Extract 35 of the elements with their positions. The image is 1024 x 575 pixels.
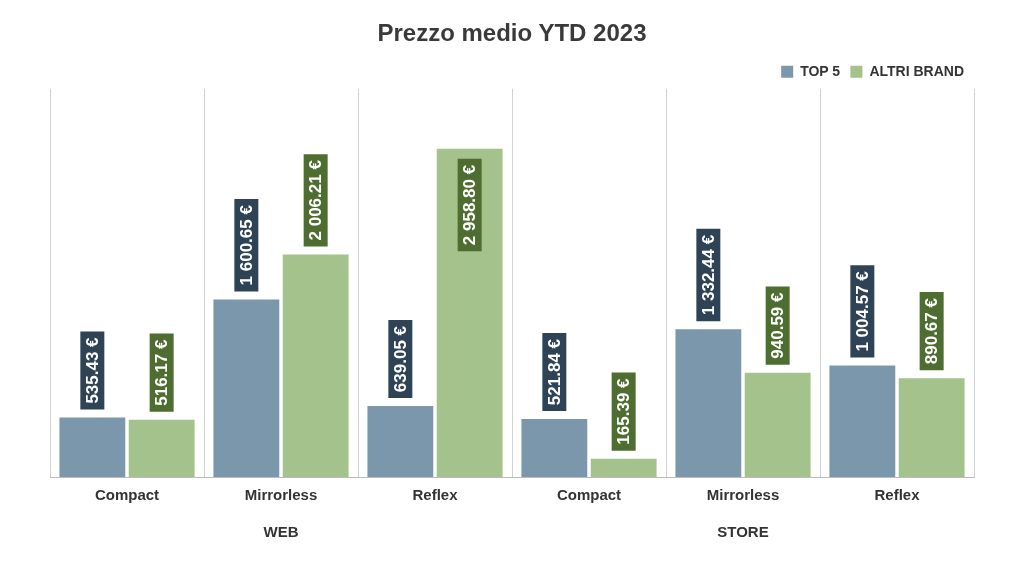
bar [59, 417, 126, 477]
bar [367, 406, 434, 477]
bar [829, 365, 896, 477]
data-label: 2 958.80 € [460, 164, 480, 246]
bar [521, 419, 588, 477]
data-label: 521.84 € [545, 338, 565, 406]
x-tick-label: Compact [94, 486, 160, 504]
bar [744, 372, 811, 477]
data-label: 165.39 € [614, 377, 634, 445]
text: WEB [263, 522, 299, 540]
text: STORE [717, 522, 769, 540]
x-tick-label: Reflex [412, 486, 459, 504]
x-tick-label: Compact [556, 486, 622, 504]
data-label: 516.17 € [152, 339, 172, 406]
bar [898, 378, 965, 477]
data-label: 535.43 € [83, 336, 103, 404]
data-label: 1 600.65 € [237, 204, 257, 286]
data-label: 890.67 € [922, 297, 942, 365]
bar [128, 419, 195, 477]
x-tick-label: Mirrorless [706, 486, 780, 504]
bar [436, 148, 503, 477]
data-label: 2 006.21 € [306, 159, 326, 241]
bar [213, 299, 280, 477]
bar [282, 254, 349, 477]
x-tick-label: Mirrorless [244, 486, 318, 504]
chart-title: Prezzo medio YTD 2023 [377, 19, 647, 47]
bar [675, 329, 742, 477]
data-label: 940.59 € [768, 291, 788, 359]
data-label: 639.05 € [391, 325, 411, 393]
data-label: 1 332.44 € [699, 234, 719, 316]
legend-label: ALTRI BRAND [869, 62, 965, 79]
legend-label: TOP 5 [800, 62, 841, 79]
bar [590, 458, 657, 477]
data-label: 1 004.57 € [853, 270, 873, 352]
x-tick-label: Reflex [874, 486, 921, 504]
